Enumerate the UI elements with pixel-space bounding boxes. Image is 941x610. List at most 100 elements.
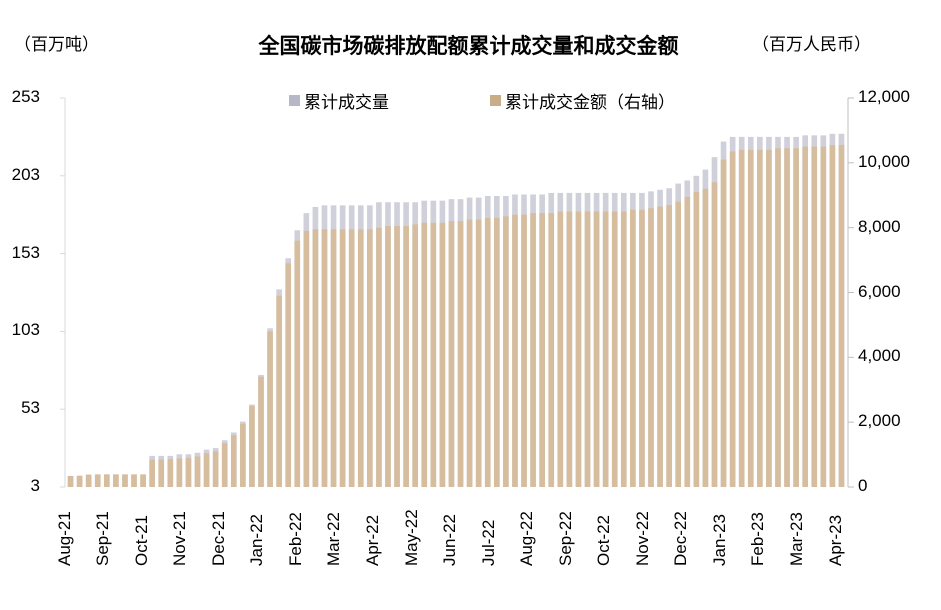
- right-tick-label: 12,000: [858, 87, 910, 106]
- left-tick-label: 153: [11, 242, 40, 262]
- legend-swatch-volume-icon: [289, 95, 300, 106]
- amount-bar: [757, 149, 763, 487]
- amount-bar: [620, 211, 627, 488]
- amount-bar: [312, 229, 319, 487]
- legend-label-volume: 累计成交量: [304, 93, 389, 113]
- left-tick-label: 203: [11, 164, 40, 184]
- amount-bar: [557, 211, 564, 488]
- x-tick-label: Jul-22: [479, 519, 498, 566]
- amount-bar: [321, 229, 328, 487]
- amount-bar: [593, 211, 600, 488]
- amount-bar: [385, 226, 391, 487]
- right-axis-unit: （百万人民币）: [752, 35, 871, 55]
- amount-bar: [702, 188, 709, 487]
- amount-bar: [802, 146, 808, 487]
- amount-bar: [185, 457, 192, 487]
- amount-bar: [85, 474, 92, 487]
- amount-bar: [122, 474, 128, 487]
- left-tick-label: 3: [30, 476, 40, 495]
- x-tick-label: Nov-21: [170, 511, 189, 566]
- amount-bar: [457, 221, 464, 487]
- x-tick-label: Feb-22: [286, 512, 305, 566]
- amount-bar: [602, 211, 609, 488]
- amount-bar: [212, 451, 219, 487]
- amount-bar: [240, 423, 246, 487]
- x-tick-label: Nov-22: [633, 511, 652, 566]
- amount-bar: [104, 474, 110, 487]
- amount-bar: [339, 229, 346, 487]
- x-tick-label: Jan-23: [710, 514, 729, 566]
- amount-bar: [94, 474, 101, 487]
- x-tick-label: Sep-22: [556, 511, 575, 566]
- amount-bar: [249, 405, 255, 487]
- amount-bar: [348, 229, 355, 487]
- right-tick-label: 10,000: [858, 151, 910, 171]
- amount-bar: [494, 217, 500, 488]
- amount-bar: [548, 213, 555, 487]
- amount-bar: [258, 376, 264, 487]
- amount-bar: [630, 209, 636, 487]
- amount-bar: [793, 148, 799, 487]
- legend-swatch-amount-icon: [490, 95, 501, 106]
- amount-bar: [421, 222, 428, 487]
- amount-bar: [113, 474, 119, 487]
- amount-bar: [530, 213, 536, 487]
- amount-bar: [194, 456, 201, 487]
- amount-bar: [811, 146, 818, 487]
- amount-bar: [611, 211, 618, 488]
- amount-bar: [657, 206, 663, 488]
- amount-bar: [784, 148, 790, 487]
- x-tick-label: Dec-21: [209, 511, 228, 566]
- x-tick-label: Aug-22: [517, 511, 536, 566]
- x-tick-label: Jan-22: [247, 514, 266, 566]
- amount-bar: [711, 182, 718, 488]
- amount-bar: [294, 240, 301, 487]
- amount-bar: [267, 331, 273, 487]
- amount-bar: [448, 221, 455, 487]
- left-tick-label: 103: [11, 320, 40, 340]
- amount-bar: [820, 146, 827, 487]
- x-tick-label: Oct-22: [594, 514, 613, 566]
- left-tick-label: 253: [11, 87, 40, 106]
- amount-bar: [149, 459, 155, 487]
- amount-bar: [575, 211, 582, 488]
- amount-bar: [838, 145, 845, 488]
- x-tick-label: Oct-21: [132, 514, 151, 566]
- amount-bar: [566, 211, 573, 488]
- amount-bar: [512, 214, 518, 487]
- legend-label-amount: 累计成交金额（右轴）: [505, 93, 675, 113]
- amount-bar: [140, 474, 146, 487]
- x-tick-label: Dec-22: [671, 511, 690, 566]
- amount-bar: [330, 229, 337, 487]
- left-tick-label: 53: [21, 398, 40, 418]
- x-tick-label: Aug-21: [55, 511, 74, 566]
- amount-bar: [403, 226, 409, 487]
- amount-bar: [203, 453, 210, 487]
- x-tick-label: May-22: [402, 509, 421, 566]
- left-axis-unit: （百万吨）: [14, 35, 99, 55]
- amount-bar: [484, 217, 491, 488]
- amount-bar: [439, 222, 446, 487]
- amount-bar: [475, 219, 482, 487]
- right-tick-label: 0: [858, 476, 868, 495]
- amount-bar: [285, 263, 292, 487]
- amount-bar: [693, 192, 700, 487]
- amount-bar: [76, 475, 83, 487]
- x-tick-label: Feb-23: [748, 512, 767, 566]
- x-tick-label: Apr-23: [826, 514, 845, 566]
- amount-bar: [747, 149, 754, 487]
- amount-bar: [729, 151, 736, 488]
- right-tick-label: 4,000: [858, 346, 901, 366]
- amount-bar: [376, 227, 382, 487]
- amount-bar: [666, 204, 672, 487]
- right-tick-label: 2,000: [858, 411, 901, 431]
- amount-bar: [584, 211, 591, 488]
- chart-title: 全国碳市场碳排放配额累计成交量和成交金额: [0, 30, 941, 60]
- amount-bar: [67, 475, 74, 487]
- amount-bar: [648, 208, 654, 487]
- amount-bar: [720, 159, 727, 487]
- amount-bar: [357, 229, 364, 487]
- legend-item-volume: 累计成交量: [289, 88, 389, 113]
- legend-item-amount: 累计成交金额（右轴）: [490, 88, 675, 113]
- amount-bar: [167, 459, 174, 487]
